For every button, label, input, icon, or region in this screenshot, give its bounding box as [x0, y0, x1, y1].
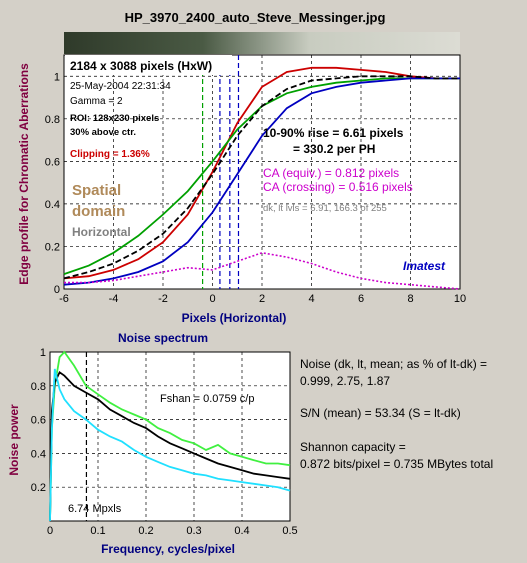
series-line-lightgreen [49, 350, 291, 522]
y-tick-label: 0.6 [31, 415, 46, 427]
series-line-black [49, 370, 291, 522]
edge-annotations: 2184 x 3088 pixels (HxW) 25-May-2004 22:… [65, 55, 446, 273]
series-line-red [63, 66, 460, 280]
series-line-magenta [64, 251, 461, 290]
ca-equiv-label: CA (equiv.) = 0.812 pixels [263, 166, 399, 180]
gamma-label: Gamma = 2 [70, 96, 123, 107]
x-tick-label: 10 [454, 293, 466, 305]
x-tick-label: 8 [407, 293, 413, 305]
noise-title: Noise spectrum [118, 331, 208, 345]
x-tick-label: -4 [109, 293, 119, 305]
levels-label: dk, lt lvls = 6.91, 166.3 of 255 [263, 203, 387, 214]
domain-label: domain [72, 203, 125, 220]
edge-x-axis-label: Pixels (Horizontal) [182, 311, 287, 325]
x-tick-label: 0 [47, 525, 53, 537]
y-tick-label: 0.8 [31, 381, 46, 393]
rise-per-ph-label: = 330.2 per PH [293, 142, 375, 156]
sn-label: S/N (mean) = 53.34 (S = lt-dk) [300, 406, 461, 420]
clipping-label: Clipping = 1.36% [70, 149, 150, 160]
edge-y-axis-label: Edge profile for Chromatic Aberrations [17, 63, 31, 285]
noise-chart: 0 0.1 0.2 0.3 0.4 0.5 0.2 0.4 0.6 0.8 1 [31, 347, 298, 537]
x-tick-label: 2 [259, 293, 265, 305]
x-tick-label: 6 [358, 293, 364, 305]
series-line-black [63, 75, 460, 280]
image-size-label: 2184 x 3088 pixels (HxW) [70, 59, 212, 73]
y-tick-label: 0.2 [31, 482, 46, 494]
x-tick-label: -2 [158, 293, 168, 305]
image-strip [64, 32, 460, 54]
y-tick-label: 0.6 [45, 156, 60, 168]
noise-stats-line2: 0.999, 2.75, 1.87 [300, 374, 391, 388]
y-tick-label: 0.4 [45, 199, 60, 211]
ca-crossing-label: CA (crossing) = 0.516 pixels [263, 180, 413, 194]
edge-chart: -6 -4 -2 0 2 4 6 8 10 0 0.2 0.4 0.6 0.8 1 [45, 54, 466, 305]
date-label: 25-May-2004 22:31:34 [70, 81, 171, 92]
shannon-line2: 0.872 bits/pixel = 0.735 MBytes total [300, 457, 494, 471]
y-tick-label: 1 [40, 347, 46, 359]
figure-title: HP_3970_2400_auto_Steve_Messinger.jpg [125, 10, 386, 25]
fshan-label: Fshan = 0.0759 c/p [160, 393, 254, 405]
imatest-label: Imatest [403, 259, 446, 273]
x-tick-label: 0 [209, 293, 215, 305]
x-tick-label: 0.3 [186, 525, 201, 537]
x-tick-label: -6 [59, 293, 69, 305]
x-tick-label: 0.5 [282, 525, 297, 537]
y-tick-label: 0.8 [45, 114, 60, 126]
y-tick-label: 0.4 [31, 448, 46, 460]
x-tick-label: 0.4 [234, 525, 249, 537]
roi-label: ROI: 128x230 pixels [70, 113, 159, 124]
direction-label: Horizontal [72, 225, 131, 239]
rise-label: 10-90% rise = 6.61 pixels [263, 126, 404, 140]
shannon-line1: Shannon capacity = [300, 440, 406, 454]
y-tick-label: 1 [54, 71, 60, 83]
y-tick-label: 0.2 [45, 241, 60, 253]
x-tick-label: 4 [308, 293, 314, 305]
x-tick-label: 0.2 [138, 525, 153, 537]
spatial-label: Spatial [72, 182, 121, 199]
position-label: 30% above ctr. [70, 127, 136, 138]
mpxls-label: 6.74 Mpxls [68, 503, 122, 515]
x-tick-label: 0.1 [90, 525, 105, 537]
noise-y-axis-label: Noise power [7, 404, 21, 476]
y-tick-label: 0 [54, 284, 60, 296]
series-line-blue [63, 77, 460, 286]
noise-x-axis-label: Frequency, cycles/pixel [101, 542, 235, 556]
noise-stats-line1: Noise (dk, lt, mean; as % of lt-dk) = [300, 357, 488, 371]
series-line-cyan [49, 368, 291, 522]
